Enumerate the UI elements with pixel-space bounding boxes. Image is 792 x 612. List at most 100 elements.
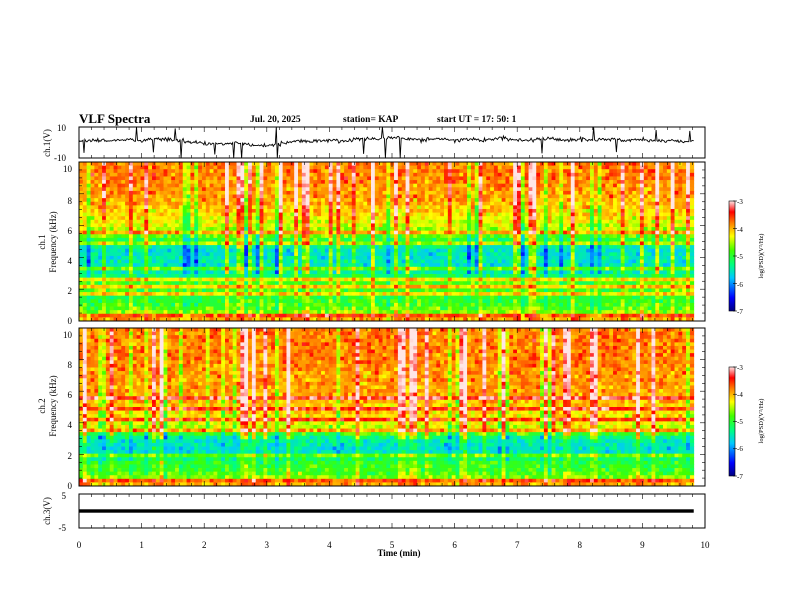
spectrogram-cell (413, 245, 418, 250)
spectrogram-cell (497, 234, 503, 239)
spectrogram-cell (490, 176, 495, 181)
spectrogram-cell (259, 219, 264, 224)
spectrogram-cell (205, 227, 211, 232)
spectrogram-cell (394, 227, 399, 232)
spectrogram-cell (378, 227, 383, 232)
spectrogram-cell (209, 169, 214, 174)
spectrogram-cell (420, 194, 426, 199)
spectrogram-cell (278, 223, 284, 228)
spectrogram-cell (401, 216, 406, 221)
spectrogram-cell (409, 230, 414, 235)
spectrogram-cell (217, 216, 222, 221)
spectrogram-cell (363, 176, 368, 181)
spectrogram-cell (221, 234, 226, 239)
spectrogram-cell (455, 259, 460, 264)
spectrogram-cell (490, 190, 495, 195)
spectrogram-cell (586, 255, 591, 260)
spectrogram-cell (347, 176, 353, 181)
spectrogram-cell (536, 169, 541, 174)
spectrogram-cell (601, 187, 606, 192)
spectrogram-cell (397, 219, 403, 224)
spectrogram-cell (639, 165, 645, 170)
spectrogram-cell (309, 245, 314, 250)
spectrogram-cell (509, 165, 514, 170)
spectrogram-cell (409, 252, 414, 257)
spectrogram-cell (259, 162, 264, 167)
spectrogram-cell (566, 216, 572, 221)
spectrogram-cell (613, 230, 618, 235)
spectrogram-cell (616, 169, 622, 174)
spectrogram-cell (213, 205, 218, 210)
spectrogram-cell (332, 162, 337, 167)
spectrogram-cell (689, 223, 695, 228)
spectrogram-cell (655, 180, 660, 185)
spectrogram-cell (628, 205, 633, 210)
spectrogram-cell (294, 223, 299, 228)
spectrogram-cell (367, 263, 372, 268)
spectrogram-cell (182, 190, 187, 195)
spectrogram-cell (628, 198, 633, 203)
spectrogram-cell (290, 241, 295, 246)
spectrogram-cell (128, 162, 134, 167)
spectrogram-cell (155, 180, 161, 185)
spectrogram-cell (367, 201, 372, 206)
spectrogram-cell (244, 252, 249, 257)
spectrogram-cell (263, 183, 268, 188)
spectrogram-cell (240, 201, 245, 206)
spectrogram-cell (190, 162, 195, 167)
spectrogram-cell (240, 198, 245, 203)
spectrogram-cell (678, 263, 683, 268)
spectrogram-cell (298, 230, 303, 235)
spectrogram-cell (321, 263, 326, 268)
spectrogram-cell (175, 219, 180, 224)
spectrogram-cell (555, 194, 560, 199)
spectrogram-cell (413, 259, 418, 264)
spectrogram-cell (152, 223, 157, 228)
spectrogram-cell (563, 205, 568, 210)
spectrogram-cell (324, 162, 330, 167)
spectrogram-cell (344, 180, 349, 185)
spectrogram-cell (190, 248, 195, 253)
spectrogram-cell (125, 216, 130, 221)
spectrogram-cell (86, 223, 91, 228)
spectrogram-cell (428, 263, 433, 268)
spectrogram-cell (236, 212, 241, 217)
spectrogram-cell (490, 230, 495, 235)
spectrogram-cell (105, 190, 111, 195)
spectrogram-cell (121, 227, 126, 232)
spectrogram-cell (674, 194, 679, 199)
spectrogram-cell (278, 194, 284, 199)
spectrogram-cell (121, 198, 126, 203)
spectrogram-cell (586, 198, 591, 203)
spectrogram-cell (509, 259, 514, 264)
spectrogram-cell (328, 255, 333, 260)
spectrogram-cell (517, 187, 522, 192)
spectrogram-cell (647, 190, 652, 195)
spectrogram-cell (674, 180, 679, 185)
spectrogram-cell (236, 187, 241, 192)
spectrogram-cell (463, 227, 468, 232)
spectrogram-cell (298, 183, 303, 188)
spectrogram-cell (159, 248, 164, 253)
spectrogram-cell (613, 176, 618, 181)
spectrogram-cell (490, 212, 495, 217)
spectrogram-cell (574, 169, 579, 174)
spectrogram-cell (574, 266, 579, 271)
spectrogram-cell (474, 219, 479, 224)
spectrogram-cell (359, 219, 364, 224)
spectrogram-cell (663, 169, 668, 174)
spectrogram-cell (171, 245, 176, 250)
spectrogram-cell (217, 176, 222, 181)
spectrogram-cell (152, 263, 157, 268)
spectrogram-cell (636, 205, 641, 210)
spectrogram-cell (470, 255, 476, 260)
spectrogram-cell (624, 187, 629, 192)
spectrogram-cell (359, 263, 364, 268)
spectrogram-cell (271, 266, 276, 271)
spectrogram-cell (505, 201, 510, 206)
spectrogram-cell (467, 255, 472, 260)
spectrogram-cell (367, 165, 372, 170)
spectrogram-cell (409, 205, 414, 210)
spectrogram-cell (198, 255, 203, 260)
spectrogram-cell (98, 270, 103, 275)
